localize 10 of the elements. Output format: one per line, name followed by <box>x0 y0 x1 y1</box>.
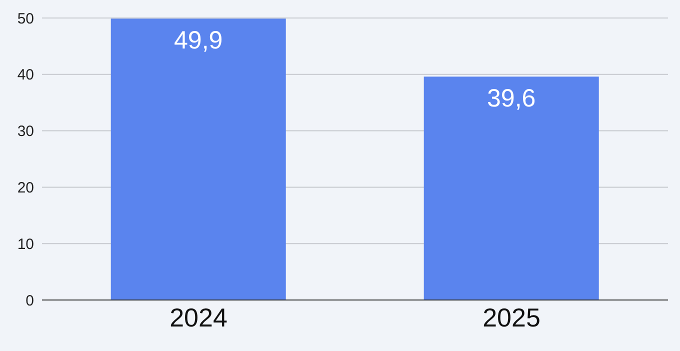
y-tick-label: 30 <box>17 123 34 140</box>
y-tick-label: 40 <box>17 66 34 84</box>
y-tick-label: 50 <box>17 10 34 28</box>
y-tick-label: 0 <box>26 292 34 310</box>
y-tick-label: 20 <box>17 180 34 197</box>
data-label: 39,6 <box>487 84 536 112</box>
y-tick-label: 10 <box>17 236 34 253</box>
data-label: 49,9 <box>174 26 223 54</box>
x-tick-label: 2024 <box>170 302 228 332</box>
x-tick-label: 2025 <box>482 302 540 332</box>
